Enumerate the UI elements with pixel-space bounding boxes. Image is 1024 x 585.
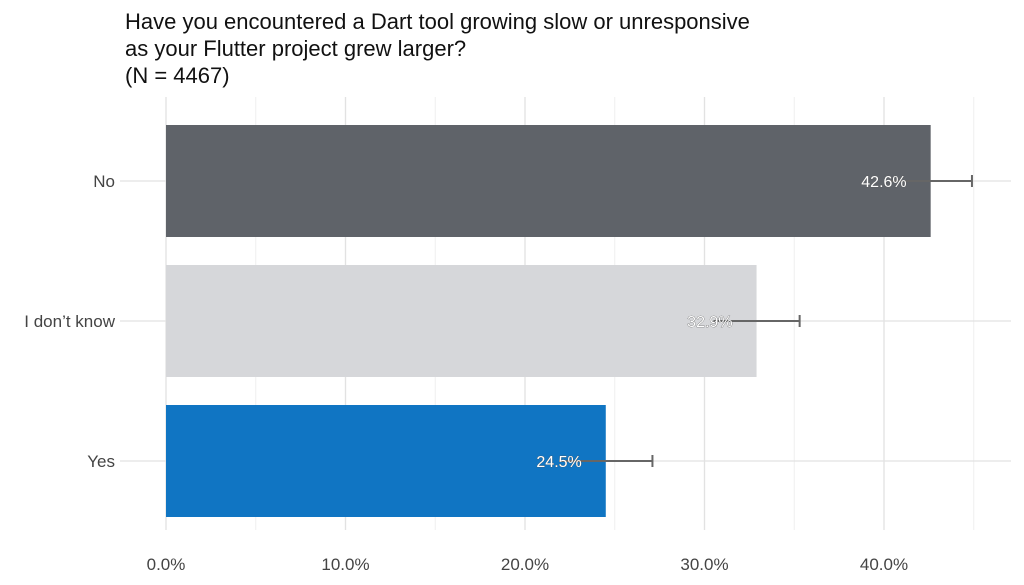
bar-2	[166, 405, 606, 517]
chart-title-line-1: Have you encountered a Dart tool growing…	[125, 9, 750, 34]
x-tick-label-0: 0.0%	[147, 555, 186, 574]
error-bar-2	[559, 455, 654, 467]
chart-title-line-2: as your Flutter project grew larger?	[125, 36, 467, 61]
x-tick-label-3: 30.0%	[680, 555, 728, 574]
error-bar-0	[889, 175, 973, 187]
chart-title-line-3: (N = 4467)	[125, 63, 230, 88]
x-tick-label-4: 40.0%	[860, 555, 908, 574]
bar-1	[166, 265, 757, 377]
error-bar-1	[713, 315, 801, 327]
y-tick-label-0: No	[93, 172, 115, 191]
error-bars	[559, 175, 973, 467]
y-axis-tick-labels: No I don’t know Yes	[24, 172, 115, 471]
y-tick-label-1: I don’t know	[24, 312, 115, 331]
x-tick-label-1: 10.0%	[321, 555, 369, 574]
x-tick-label-2: 20.0%	[501, 555, 549, 574]
data-label-2: 24.5%	[536, 454, 581, 471]
x-axis-tick-labels: 0.0% 10.0% 20.0% 30.0% 40.0%	[147, 555, 908, 574]
chart-title: Have you encountered a Dart tool growing…	[125, 8, 750, 89]
bars	[166, 125, 931, 517]
data-labels: 42.6% 32.9% 24.5%	[536, 174, 907, 472]
data-label-0: 42.6%	[861, 174, 906, 191]
y-tick-label-2: Yes	[87, 452, 115, 471]
bar-0	[166, 125, 931, 237]
data-label-1: 32.9%	[687, 314, 732, 331]
